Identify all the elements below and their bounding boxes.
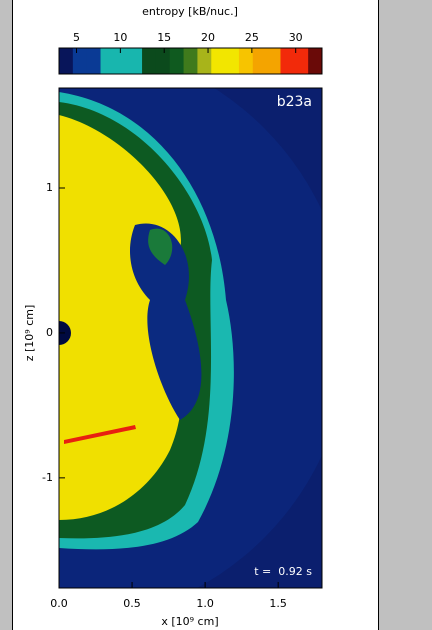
colorbar-segment — [294, 48, 308, 74]
colorbar-segment — [114, 48, 128, 74]
colorbar-segment — [184, 48, 198, 74]
x-tick-label: 0.5 — [123, 597, 141, 610]
colorbar-tick-label: 5 — [73, 31, 80, 44]
colorbar-title: entropy [kB/nuc.] — [142, 5, 238, 18]
colorbar-tick-label: 10 — [113, 31, 127, 44]
y-tick-label: 1 — [46, 181, 53, 194]
colorbar-segment — [197, 48, 211, 74]
x-tick-label: 1.5 — [269, 597, 287, 610]
colorbar-tick-label: 30 — [289, 31, 303, 44]
colorbar-tick-label: 20 — [201, 31, 215, 44]
time-annotation: t = 0.92 s — [254, 565, 312, 578]
colorbar-segment — [308, 48, 322, 74]
figure: entropy [kB/nuc.] 51015202530 b23a t = 0… — [0, 0, 432, 630]
colorbar-segment — [87, 48, 101, 74]
colorbar-tick-label: 25 — [245, 31, 259, 44]
colorbar-segment — [142, 48, 156, 74]
colorbar-segment — [239, 48, 253, 74]
colorbar-segment — [253, 48, 267, 74]
colorbar-segment — [280, 48, 294, 74]
colorbar-segment — [170, 48, 184, 74]
x-tick-label: 0.0 — [50, 597, 68, 610]
colorbar-segment — [101, 48, 115, 74]
colorbar-segment — [211, 48, 225, 74]
colorbar-segment — [128, 48, 142, 74]
model-label: b23a — [277, 94, 312, 110]
colorbar-segment — [225, 48, 239, 74]
colorbar-tick-label: 15 — [157, 31, 171, 44]
x-axis-label: x [10⁹ cm] — [161, 615, 218, 628]
colorbar-segment — [156, 48, 170, 74]
colorbar-segment — [59, 48, 73, 74]
x-tick-label: 1.0 — [196, 597, 214, 610]
colorbar-segment — [73, 48, 87, 74]
y-tick-label: 0 — [46, 326, 53, 339]
y-axis-label: z [10⁹ cm] — [23, 305, 36, 362]
colorbar-segment — [267, 48, 281, 74]
y-tick-label: -1 — [42, 471, 53, 484]
